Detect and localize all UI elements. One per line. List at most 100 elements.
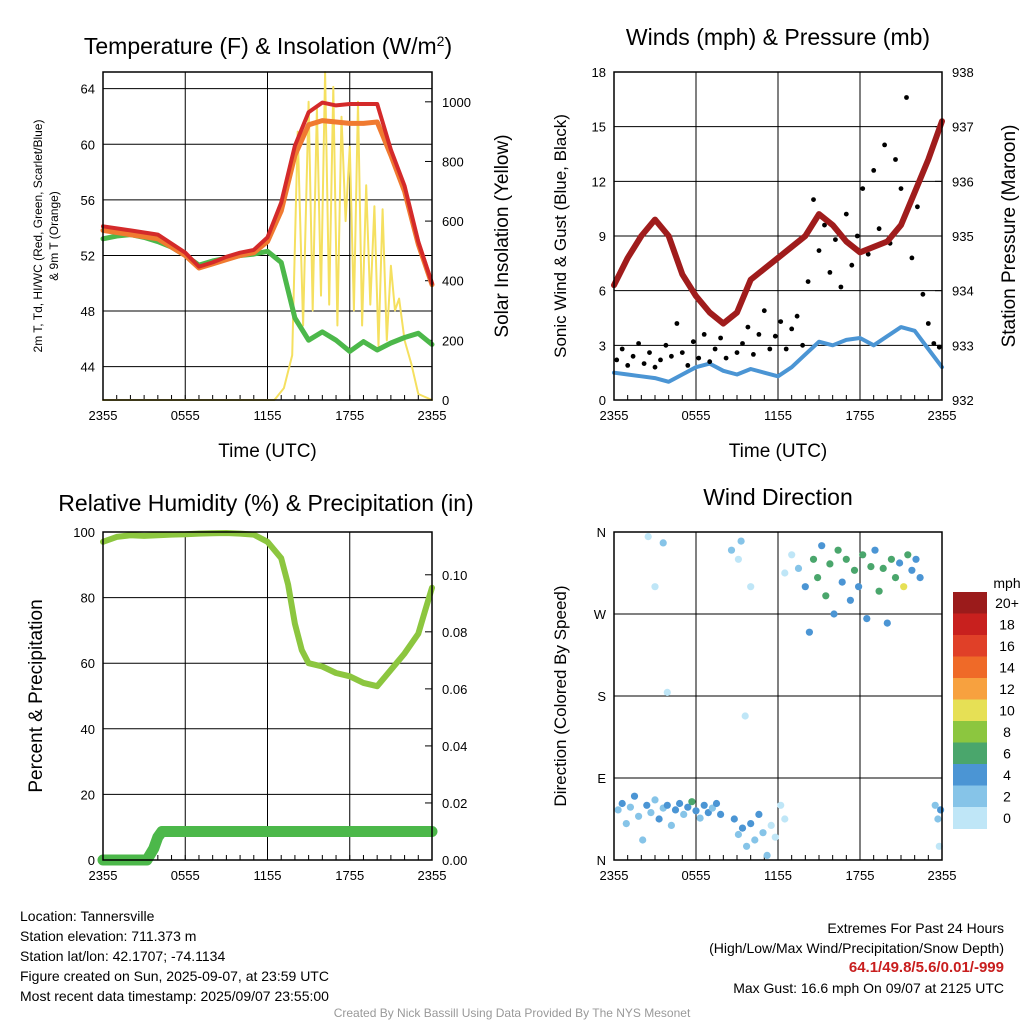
gust-point (822, 222, 827, 228)
direction-point (741, 712, 749, 720)
max-gust: Max Gust: 16.6 mph On 09/07 at 2125 UTC (733, 980, 1004, 996)
direction-point (931, 801, 939, 809)
x-tick-label: 2355 (418, 408, 447, 423)
direction-point (700, 801, 708, 809)
gust-point (827, 270, 833, 275)
x-tick-label: 1755 (846, 868, 875, 883)
x-tick-label: 1755 (335, 868, 364, 883)
direction-point (826, 560, 834, 568)
direction-point (871, 546, 879, 554)
x-axis-label: Time (UTC) (218, 441, 317, 462)
wind-direction-title: Wind Direction (703, 484, 853, 510)
gust-point (740, 341, 745, 346)
y-tick-label: 6 (599, 284, 606, 299)
direction-point (934, 815, 942, 823)
plot-frame (102, 71, 433, 401)
gust-point (641, 361, 647, 366)
colorbar-label: 14 (999, 659, 1015, 675)
gust-point (712, 346, 718, 352)
x-tick-label: 1155 (764, 408, 792, 423)
gust-point (619, 346, 625, 352)
gust-point (882, 142, 887, 148)
gust-point (652, 364, 658, 370)
direction-point (663, 688, 671, 697)
colorbar-swatch (953, 613, 987, 636)
gust-point (636, 341, 641, 346)
direction-point (734, 555, 743, 563)
temperature-title: Temperature (F) & Insolation (W/m2) (84, 33, 452, 59)
direction-point (708, 804, 717, 812)
direction-point (879, 564, 887, 573)
y2-tick-label: 0.02 (442, 796, 467, 811)
colorbar-swatch (953, 678, 987, 700)
gust-point (767, 346, 773, 352)
y2-tick-label: 936 (952, 174, 974, 189)
extremes-title: Extremes For Past 24 Hours (827, 920, 1004, 936)
colorbar-title: mph (993, 575, 1020, 591)
gust-point (800, 342, 805, 348)
direction-point (737, 537, 745, 545)
direction-point (814, 574, 822, 582)
y-tick-label: 60 (81, 137, 95, 152)
y-tick-label: 56 (81, 193, 95, 208)
gust-point (696, 355, 702, 361)
gust-point (904, 95, 909, 100)
direction-point (859, 551, 867, 559)
colorbar-swatch (953, 742, 987, 765)
direction-point (908, 566, 916, 574)
gust-point (756, 332, 762, 337)
direction-point (734, 830, 743, 839)
plot-frame (613, 531, 943, 861)
y-tick-label: 40 (81, 722, 95, 737)
winds-title: Winds (mph) & Pressure (mb) (626, 24, 930, 50)
x-tick-label: 1155 (254, 868, 282, 883)
gust-point (751, 352, 756, 357)
y-tick-label: N (597, 525, 606, 540)
y2-tick-label: 0.08 (442, 625, 467, 640)
direction-point (712, 799, 721, 808)
gust-point (745, 324, 751, 330)
gust-point (860, 186, 866, 192)
direction-point (896, 559, 904, 567)
station-elevation: Station elevation: 711.373 m (20, 928, 197, 944)
y2-tick-label: 933 (952, 338, 974, 353)
direction-point (755, 810, 763, 819)
x-axis-label: Time (UTC) (729, 441, 828, 462)
colorbar-swatch (953, 785, 987, 808)
gust-point (630, 353, 636, 359)
gust-point (909, 255, 915, 261)
direction-point (738, 824, 747, 832)
y-tick-label: 12 (592, 174, 606, 189)
direction-point (727, 546, 736, 554)
gust-point (701, 332, 707, 337)
gust-point (789, 326, 795, 332)
y-tick-label: S (597, 689, 606, 704)
y-tick-label: 60 (81, 656, 95, 671)
y-axis-label: Percent & Precipitation (26, 599, 47, 792)
direction-point (622, 820, 630, 828)
direction-point (747, 820, 755, 828)
recent-timestamp: Most recent data timestamp: 2025/09/07 2… (20, 988, 329, 1004)
gust-point (843, 211, 849, 217)
gust-point (833, 237, 838, 243)
colorbar-swatch (953, 656, 987, 679)
direction-point (651, 583, 659, 591)
direction-point (671, 806, 680, 814)
gust-point (865, 251, 871, 257)
temperature-2m-line (101, 100, 434, 286)
gust-point (925, 321, 931, 326)
y2-tick-label: 600 (442, 214, 464, 229)
y-tick-label: 100 (73, 525, 95, 540)
direction-point (867, 563, 875, 571)
direction-point (644, 533, 652, 541)
colorbar-swatch (953, 721, 987, 743)
direction-point (688, 798, 696, 806)
solar-insolation-line (102, 71, 433, 401)
gust-point (669, 353, 674, 359)
direction-point (639, 836, 647, 844)
y-axis-label-line1: 2m T, Td, HI/WC (Red, Green, Scarlet/Blu… (31, 120, 45, 353)
y-tick-label: 48 (81, 304, 95, 319)
direction-point (830, 610, 838, 618)
winds-panel: Winds (mph) & Pressure (mb) 0 3 6 9 12 15 18 23… (551, 24, 1020, 462)
